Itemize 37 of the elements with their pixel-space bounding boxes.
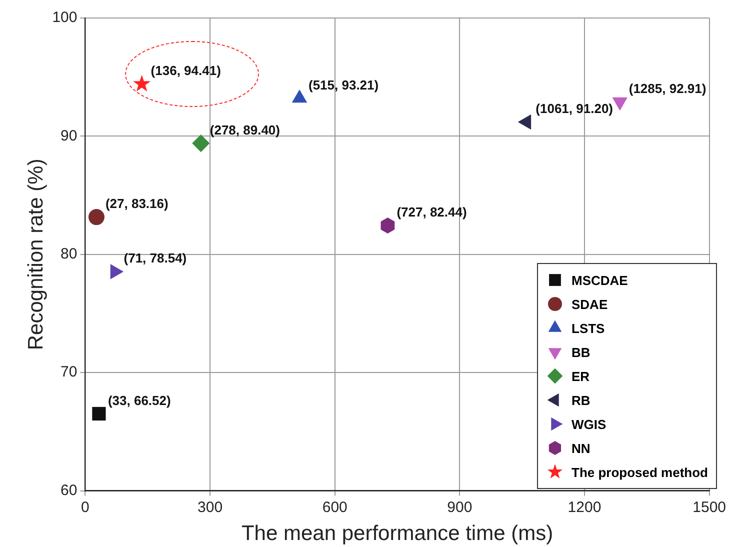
- x-tick-label: 1500: [692, 498, 726, 516]
- data-label: (727, 82.44): [396, 204, 467, 220]
- x-axis-title: The mean performance time (ms): [241, 522, 554, 546]
- legend-label: The proposed method: [572, 464, 708, 480]
- legend-label: RB: [572, 392, 590, 408]
- x-tick-label: 900: [447, 498, 472, 516]
- y-tick-label: 70: [60, 364, 78, 381]
- legend-label: MSCDAE: [572, 272, 628, 288]
- data-label: (515, 93.21): [308, 77, 379, 92]
- data-label: (1061, 91.20): [536, 101, 614, 116]
- legend-label: BB: [572, 344, 590, 360]
- x-tick-label: 1200: [568, 498, 602, 516]
- legend-label: NN: [572, 440, 590, 456]
- data-label: (136, 94.41): [150, 63, 221, 78]
- data-label: (71, 78.54): [124, 250, 187, 266]
- point: [88, 209, 104, 226]
- point: [133, 74, 151, 92]
- y-tick-label: 90: [60, 127, 78, 144]
- y-axis-title: Recognition rate (%): [24, 158, 48, 350]
- y-tick-label: 60: [60, 482, 78, 499]
- y-tick-label: 100: [52, 9, 78, 26]
- data-label: (33, 66.52): [108, 392, 171, 408]
- y-tick-label: 80: [60, 246, 78, 263]
- legend-label: LSTS: [572, 320, 605, 336]
- point: [380, 218, 395, 234]
- legend-label: SDAE: [572, 296, 608, 312]
- x-tick-label: 600: [322, 498, 348, 516]
- legend-label: ER: [572, 368, 590, 384]
- point: [518, 114, 532, 130]
- data-label: (278, 89.40): [210, 122, 280, 138]
- data-label: (1285, 92.91): [628, 80, 706, 96]
- legend-label: WGIS: [572, 416, 606, 432]
- x-tick-label: 300: [198, 498, 223, 516]
- x-tick-label: 0: [81, 498, 90, 516]
- data-label: (27, 83.16): [105, 196, 168, 212]
- point: [92, 406, 106, 421]
- point: [192, 134, 210, 152]
